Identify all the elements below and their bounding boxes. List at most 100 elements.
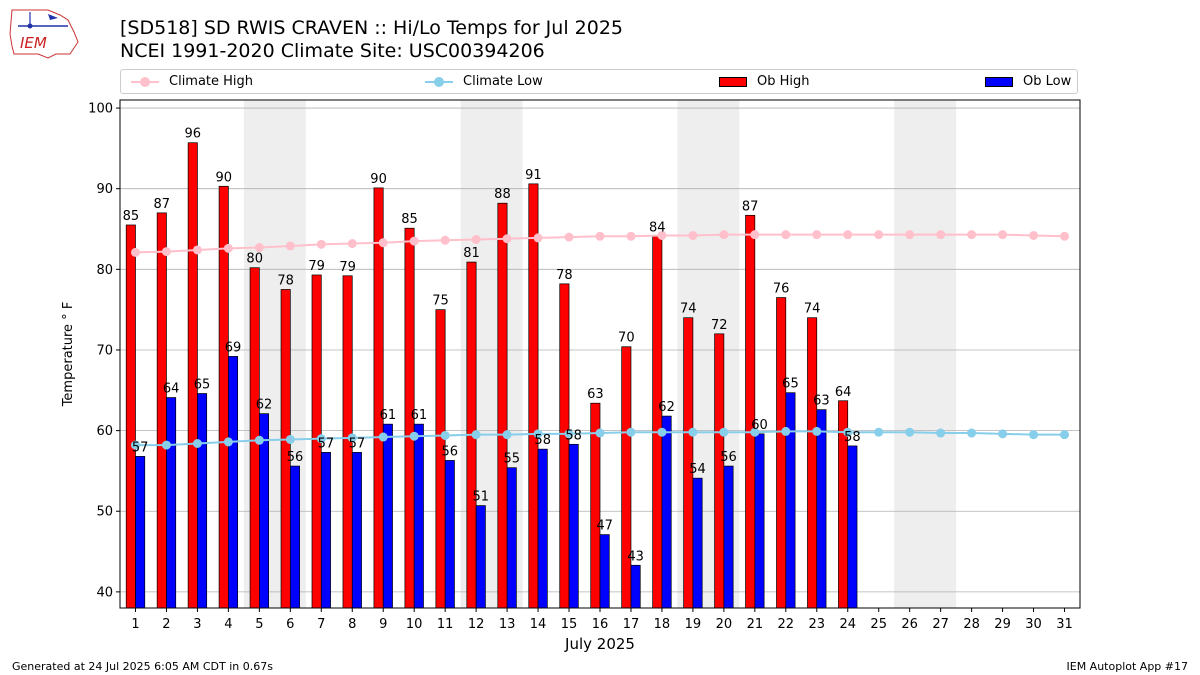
climate-low-point — [595, 428, 605, 438]
x-tick-label: 24 — [839, 617, 856, 632]
x-tick-label: 19 — [685, 617, 702, 632]
climate-high-point — [533, 233, 543, 243]
x-tick-label: 27 — [932, 617, 949, 632]
ob-low-bar — [816, 409, 827, 609]
data-label: 79 — [308, 259, 325, 274]
climate-high-point — [998, 230, 1008, 240]
climate-high-point — [812, 230, 822, 240]
y-tick-label: 60 — [96, 424, 113, 439]
x-tick-label: 22 — [778, 617, 795, 632]
x-tick-label: 18 — [654, 617, 671, 632]
data-label: 57 — [349, 436, 366, 451]
x-tick-label: 31 — [1056, 617, 1073, 632]
climate-low-point — [967, 428, 977, 438]
ob-low-bar — [382, 423, 393, 609]
climate-high-point — [440, 235, 450, 245]
data-label: 87 — [154, 197, 171, 212]
ob-low-bar — [197, 393, 208, 609]
ob-low-bar — [320, 452, 331, 609]
ob-high-bar — [125, 224, 136, 609]
data-label: 91 — [525, 168, 542, 183]
x-tick-label: 21 — [747, 617, 764, 632]
ob-low-bar — [692, 477, 703, 609]
legend-item-ob-high: Ob High — [719, 70, 810, 93]
ob-low-swatch — [985, 76, 1013, 87]
data-label: 80 — [246, 252, 263, 267]
climate-low-point — [378, 432, 388, 442]
data-label: 61 — [411, 408, 428, 423]
climate-high-point — [874, 230, 884, 240]
climate-low-point — [564, 429, 574, 439]
ob-high-bar — [528, 183, 539, 609]
data-label: 84 — [649, 220, 666, 235]
climate-low-point — [657, 427, 667, 437]
legend-label-climate-low: Climate Low — [463, 74, 543, 89]
climate-high-point — [781, 230, 791, 240]
ob-low-bar — [351, 452, 362, 609]
ob-low-bar — [135, 456, 146, 609]
data-label: 61 — [380, 408, 397, 423]
climate-low-point — [905, 427, 915, 437]
data-label: 72 — [711, 318, 728, 333]
data-label: 57 — [132, 440, 149, 455]
climate-high-point — [161, 247, 171, 257]
generated-timestamp: Generated at 24 Jul 2025 6:05 AM CDT in … — [12, 660, 273, 673]
climate-lines — [130, 230, 1070, 450]
data-label: 58 — [844, 430, 861, 445]
x-axis-label: July 2025 — [564, 635, 635, 653]
ob-high-bar — [714, 333, 725, 609]
x-tick-label: 23 — [809, 617, 826, 632]
ob-high-bar — [559, 283, 570, 609]
climate-high-point — [347, 239, 357, 249]
legend-label-ob-high: Ob High — [757, 74, 810, 89]
ob-high-bar — [280, 289, 291, 609]
climate-high-point — [905, 230, 915, 240]
climate-low-point — [874, 427, 884, 437]
y-tick-label: 100 — [88, 102, 113, 117]
data-label: 58 — [534, 433, 551, 448]
data-label: 43 — [627, 549, 644, 564]
x-tick-label: 30 — [1025, 617, 1042, 632]
climate-high-point — [626, 231, 636, 241]
climate-low-point — [471, 430, 481, 440]
climate-high-point — [254, 243, 264, 253]
climate-high-point — [316, 239, 326, 249]
data-label: 90 — [215, 170, 232, 185]
data-label: 56 — [442, 444, 459, 459]
data-label: 63 — [813, 394, 830, 409]
x-tick-label: 12 — [468, 617, 485, 632]
y-axis-label: Temperature ° F — [61, 302, 76, 408]
y-tick-label: 50 — [96, 505, 113, 520]
ob-low-bar — [754, 433, 765, 609]
climate-low-point — [936, 428, 946, 438]
climate-low-point — [409, 431, 419, 441]
y-tick-label: 70 — [96, 343, 113, 358]
ob-low-bar — [475, 505, 486, 609]
y-tick-label: 40 — [96, 585, 113, 600]
x-tick-label: 3 — [193, 617, 201, 632]
ob-high-bar — [156, 212, 167, 609]
data-label: 85 — [123, 209, 140, 224]
x-tick-label: 14 — [530, 617, 547, 632]
bar-series — [125, 142, 858, 609]
ob-low-bar — [599, 534, 610, 609]
climate-low-point — [1029, 430, 1039, 440]
ob-low-bar — [289, 465, 300, 609]
climate-low-point — [750, 427, 760, 437]
data-label: 62 — [256, 398, 273, 413]
x-tick-label: 4 — [224, 617, 232, 632]
climate-high-point — [936, 230, 946, 240]
data-label: 56 — [720, 450, 737, 465]
data-label: 65 — [782, 377, 799, 392]
climate-high-point — [564, 232, 574, 242]
ob-low-bar — [228, 356, 239, 609]
climate-high-point — [378, 238, 388, 248]
data-label: 69 — [225, 340, 242, 355]
climate-low-point — [192, 439, 202, 449]
data-label: 87 — [742, 199, 759, 214]
ob-high-swatch — [719, 76, 747, 87]
climate-low-point — [998, 429, 1008, 439]
data-label: 58 — [565, 428, 582, 443]
ob-low-bar — [723, 465, 734, 609]
